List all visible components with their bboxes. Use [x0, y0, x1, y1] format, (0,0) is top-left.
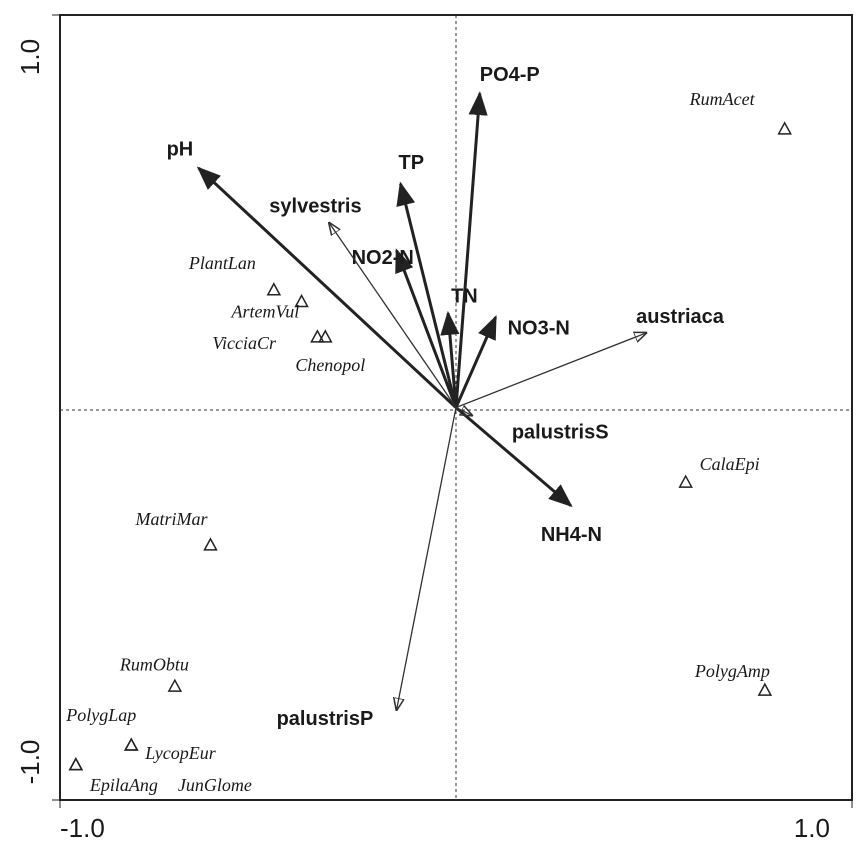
vector-label: palustrisP	[277, 708, 374, 730]
vector-label: austriaca	[636, 306, 725, 328]
vector-label: palustrisS	[512, 422, 609, 444]
sample-label: EpilaAng	[89, 775, 158, 795]
sample-label: VicciaCr	[212, 333, 277, 353]
sample-label: RumAcet	[689, 89, 756, 109]
sample-marker	[757, 682, 773, 696]
sample-label: PolygLap	[65, 705, 136, 725]
sample-marker	[318, 329, 333, 343]
vector-arrow	[395, 248, 458, 409]
vector-label: sylvestris	[269, 195, 361, 217]
sample-marker	[777, 121, 792, 135]
vector-arrow	[396, 181, 458, 408]
sample-marker	[124, 737, 139, 751]
vector-arrow	[454, 91, 488, 408]
sample-label: MatriMar	[134, 509, 208, 529]
vector-label: pH	[167, 138, 194, 160]
sample-marker	[310, 329, 325, 343]
sample-label: Chenopol	[295, 355, 365, 375]
sample-marker	[266, 282, 282, 296]
vector-arrow	[196, 166, 458, 409]
vector-arrow	[397, 407, 457, 710]
vector-label: NO3-N	[508, 318, 570, 340]
sample-marker	[167, 678, 183, 692]
sample-label: PlantLan	[188, 253, 256, 273]
sample-marker	[124, 737, 139, 751]
sample-label: PolygAmp	[694, 661, 770, 681]
sample-marker	[68, 757, 84, 771]
sample-marker	[294, 293, 309, 308]
x-tick-label: -1.0	[60, 813, 105, 843]
sample-marker	[678, 474, 693, 488]
vector-label: PO4-P	[480, 64, 540, 86]
y-tick-label: 1.0	[15, 39, 45, 75]
vector-arrow	[455, 406, 573, 508]
sample-label: CalaEpi	[700, 454, 760, 474]
vector-arrow	[329, 223, 457, 408]
vector-label: NO2-N	[352, 247, 414, 269]
y-tick-label: -1.0	[15, 740, 45, 785]
vector-label: TP	[399, 152, 425, 174]
sample-marker	[68, 757, 84, 771]
x-tick-label: 1.0	[794, 813, 830, 843]
vector-label: NH4-N	[541, 524, 602, 546]
vector-arrow	[455, 408, 472, 416]
vector-arrow	[440, 310, 460, 408]
sample-marker	[203, 537, 218, 551]
vector-label: TN	[451, 286, 478, 308]
sample-label: ArtemVul	[231, 302, 300, 322]
sample-label: RumObtu	[119, 654, 189, 674]
sample-label: JunGlome	[178, 775, 252, 795]
sample-label: LycopEur	[144, 743, 216, 763]
vector-arrow	[454, 315, 497, 409]
vector-arrow	[455, 333, 646, 409]
